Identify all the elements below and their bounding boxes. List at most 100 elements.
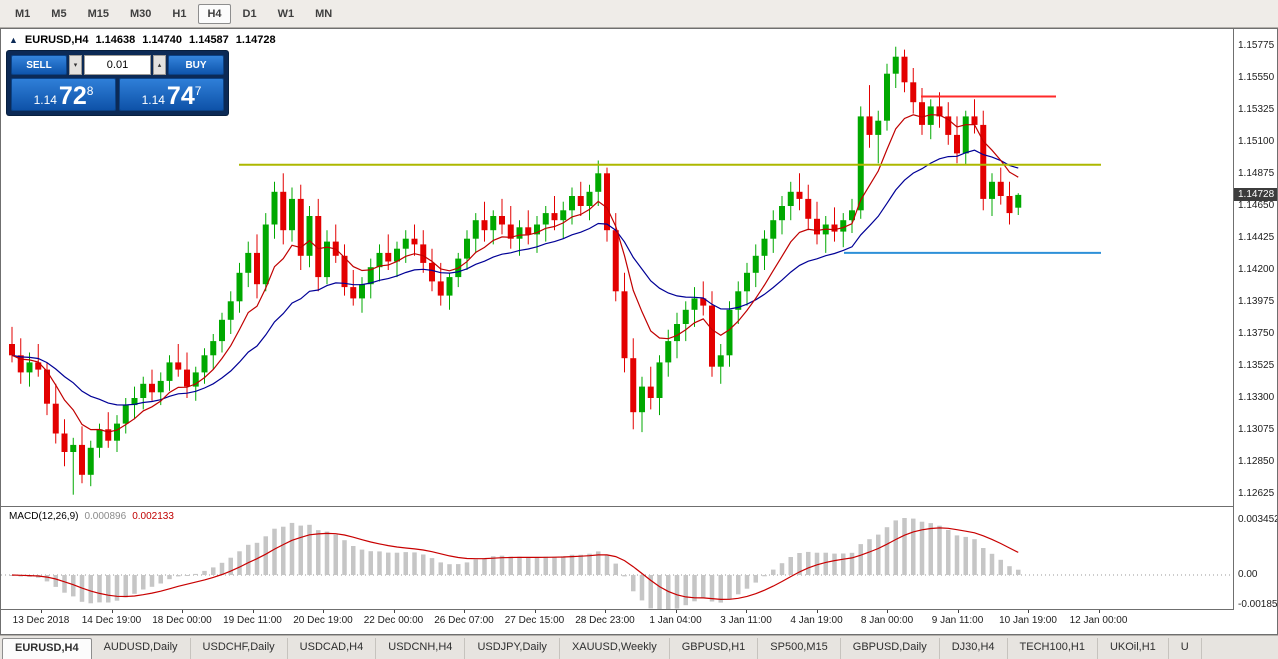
tab-sp500-m15[interactable]: SP500,M15 (758, 638, 841, 659)
buy-price-prefix: 1.14 (141, 93, 165, 107)
tab-eurusd-h4[interactable]: EURUSD,H4 (2, 638, 92, 659)
timeframe-h1[interactable]: H1 (163, 4, 195, 24)
time-axis-tick (957, 610, 959, 613)
volume-increase-button[interactable]: ▴ (153, 55, 166, 75)
time-axis-label: 14 Dec 19:00 (81, 615, 142, 626)
tab-ukoil-h1[interactable]: UKOil,H1 (1098, 638, 1169, 659)
volume-input[interactable]: 0.01 (84, 55, 151, 75)
timeframe-m15[interactable]: M15 (79, 4, 118, 24)
time-axis-tick (534, 610, 536, 613)
price-axis-label: 1.13750 (1238, 328, 1275, 339)
tab-audusd-daily[interactable]: AUDUSD,Daily (92, 638, 191, 659)
time-axis-label: 28 Dec 23:00 (575, 615, 635, 626)
panel-divider[interactable] (1, 506, 1277, 507)
one-click-trading-panel: SELL ▾ 0.01 ▴ BUY 1.14 72 8 1.14 74 7 (7, 51, 228, 115)
tab-gbpusd-h1[interactable]: GBPUSD,H1 (670, 638, 759, 659)
time-axis-tick (675, 610, 677, 613)
time-axis-label: 9 Jan 11:00 (931, 615, 984, 626)
price-axis-label: 1.13300 (1238, 392, 1275, 403)
timeframe-m1[interactable]: M1 (6, 4, 39, 24)
sell-price-prefix: 1.14 (33, 93, 57, 107)
time-axis-label: 10 Jan 19:00 (999, 615, 1057, 626)
tab-dj30-h4[interactable]: DJ30,H4 (940, 638, 1008, 659)
time-axis-tick (464, 610, 465, 613)
time-axis[interactable]: 13 Dec 2018 14 Dec 19:00 18 Dec 00:00 19 De… (1, 610, 1233, 634)
time-axis-label: 26 Dec 07:00 (434, 615, 494, 626)
macd-axis-label: 0.00 (1238, 569, 1258, 580)
time-axis-tick (323, 610, 324, 613)
tab-usdcad-h4[interactable]: USDCAD,H4 (288, 638, 377, 659)
one-click-top-row: SELL ▾ 0.01 ▴ BUY (11, 55, 224, 75)
tab-tech100-h1[interactable]: TECH100,H1 (1008, 638, 1098, 659)
price-axis-label: 1.14875 (1238, 168, 1275, 179)
timeframe-mn[interactable]: MN (306, 4, 341, 24)
time-axis-tick (816, 610, 818, 613)
timeframe-m30[interactable]: M30 (121, 4, 160, 24)
sell-price-button[interactable]: 1.14 72 8 (11, 78, 116, 111)
buy-button[interactable]: BUY (168, 55, 224, 75)
timeframe-toolbar: M1 M5 M15 M30 H1 H4 D1 W1 MN (0, 0, 1278, 28)
tab-u[interactable]: U (1169, 638, 1202, 659)
chart-window: ▲ EURUSD,H4 1.14638 1.14740 1.14587 1.14… (0, 28, 1278, 635)
time-axis-label: 4 Jan 19:00 (790, 615, 843, 626)
price-axis-label: 1.12850 (1238, 456, 1275, 467)
ma-lines-layer (11, 114, 1019, 433)
chart-ohlc-title: ▲ EURUSD,H4 1.14638 1.14740 1.14587 1.14… (9, 34, 276, 46)
price-axis[interactable]: 1.15775 1.15550 1.15325 1.15100 1.14875 1.146… (1234, 29, 1277, 634)
chart-symbol-period: EURUSD,H4 (24, 34, 89, 46)
price-axis-label: 1.13075 (1238, 424, 1275, 435)
timeframe-w1[interactable]: W1 (269, 4, 304, 24)
macd-histogram-layer (9, 518, 1021, 609)
macd-main-value: 0.000896 (84, 511, 127, 522)
price-axis-label: 1.15550 (1238, 72, 1275, 83)
macd-axis-label: 0.003452 (1238, 513, 1278, 525)
time-axis-tick (41, 610, 42, 613)
price-axis-label: 1.13525 (1238, 360, 1275, 371)
time-axis-label: 8 Jan 00:00 (860, 615, 914, 626)
tab-usdjpy-daily[interactable]: USDJPY,Daily (465, 638, 560, 659)
tab-usdcnh-h4[interactable]: USDCNH,H4 (376, 638, 466, 659)
buy-price-button[interactable]: 1.14 74 7 (119, 78, 224, 111)
buy-price-big: 74 (166, 82, 195, 110)
tab-gbpusd-daily[interactable]: GBPUSD,Daily (841, 638, 940, 659)
one-click-collapse-icon[interactable]: ▲ (9, 35, 18, 45)
time-axis-label: 13 Dec 2018 (12, 615, 70, 626)
tab-usdchf-daily[interactable]: USDCHF,Daily (191, 638, 288, 659)
time-axis-label: 1 Jan 04:00 (649, 615, 702, 626)
sell-button[interactable]: SELL (11, 55, 67, 75)
timeframe-m5[interactable]: M5 (42, 4, 75, 24)
macd-label: MACD(12,26,9) 0.000896 0.002133 (9, 511, 174, 522)
time-axis-tick (746, 610, 747, 613)
sell-price-big: 72 (58, 82, 87, 110)
time-axis-tick (182, 610, 183, 613)
macd-signal-line (11, 527, 1019, 601)
price-axis-label: 1.15775 (1238, 40, 1275, 51)
time-axis-tick (1028, 610, 1029, 613)
time-axis-tick (605, 610, 606, 613)
chart-low-value: 1.14587 (189, 34, 229, 46)
timeframe-d1[interactable]: D1 (234, 4, 266, 24)
price-axis-label: 1.15325 (1238, 104, 1275, 115)
time-axis-tick (393, 610, 395, 613)
time-axis-tick (111, 610, 113, 613)
macd-signal-value: 0.002133 (132, 511, 174, 522)
price-axis-divider (1233, 29, 1234, 609)
time-axis-divider (1, 609, 1277, 610)
sell-price-sup: 8 (86, 84, 94, 98)
time-axis-label: 20 Dec 19:00 (293, 615, 353, 626)
candlestick-chart[interactable] (1, 29, 1233, 506)
price-axis-label: 1.14650 (1238, 200, 1275, 211)
tab-xauusd-weekly[interactable]: XAUUSD,Weekly (560, 638, 670, 659)
price-axis-label: 1.14425 (1238, 232, 1275, 243)
horizontal-lines-layer (239, 95, 1101, 254)
time-axis-label: 12 Jan 00:00 (1069, 615, 1128, 626)
macd-chart[interactable] (1, 507, 1233, 609)
timeframe-h4[interactable]: H4 (198, 3, 231, 24)
price-axis-label: 1.12625 (1238, 488, 1275, 499)
macd-panel: MACD(12,26,9) 0.000896 0.002133 (1, 507, 1233, 609)
volume-decrease-button[interactable]: ▾ (69, 55, 82, 75)
buy-price-sup: 7 (194, 84, 202, 98)
chart-tabs-bar: EURUSD,H4 AUDUSD,Daily USDCHF,Daily USDCAD,… (0, 635, 1278, 659)
